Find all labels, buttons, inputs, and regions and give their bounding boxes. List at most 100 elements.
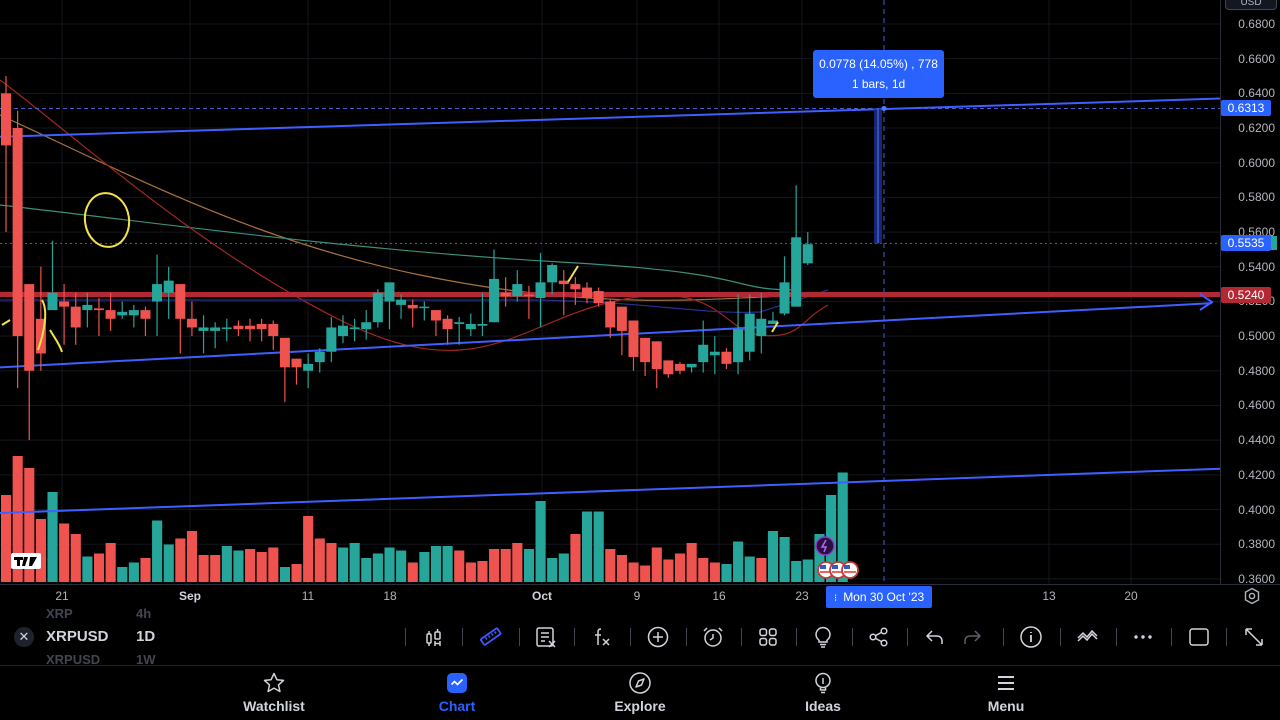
candle-body xyxy=(547,265,558,283)
volume-bar xyxy=(558,553,569,582)
ideas-bulb-icon[interactable] xyxy=(811,625,835,649)
chart-canvas[interactable]: 0.0778 (14.05%) , 778 1 bars, 1d xyxy=(0,0,1220,584)
flag-canton xyxy=(844,565,850,569)
time-axis[interactable]: ⁝ Mon 30 Oct '23 21 Sep 11 18 Oct 9 16 23 13 20 xyxy=(0,584,1280,610)
info-icon[interactable] xyxy=(1019,625,1043,649)
price-tick: 0.3800 xyxy=(1238,537,1275,552)
volume-bar xyxy=(337,547,349,582)
volume-bar xyxy=(500,549,511,582)
time-tick: Oct xyxy=(531,589,553,603)
price-tick: 0.4000 xyxy=(1238,502,1275,517)
fullscreen-box-icon[interactable] xyxy=(1187,625,1211,649)
volume-bar xyxy=(372,553,383,582)
candle-body xyxy=(82,304,93,311)
symbol-switcher[interactable]: XRP 4h ✕ XRPUSD 1D XRPUSD 1W xyxy=(0,606,400,667)
price-axis[interactable]: 0.6800 0.6600 0.6400 0.6200 0.6000 0.5800 0.56… xyxy=(1220,0,1280,586)
volume-bar xyxy=(82,556,93,582)
compare-icon[interactable] xyxy=(1076,625,1100,649)
drawing-stroke xyxy=(49,329,63,353)
symbol-name[interactable]: XRPUSD xyxy=(46,628,109,645)
measure-bars-text: 1 bars, 1d xyxy=(851,77,906,91)
toolbar-separator xyxy=(1226,628,1227,646)
candle-body xyxy=(1,93,11,146)
candle-body xyxy=(384,282,395,302)
candle-body xyxy=(419,306,430,309)
interval[interactable]: 1D xyxy=(136,628,156,645)
toolbar-separator xyxy=(462,628,463,646)
lightbulb-icon xyxy=(763,670,883,696)
crosshair-date: Mon 30 Oct '23 xyxy=(843,590,925,604)
nav-chart[interactable]: Chart xyxy=(397,670,517,714)
nav-ideas[interactable]: Ideas xyxy=(763,670,883,714)
next-symbol[interactable]: XRPUSD xyxy=(46,652,101,667)
redo-icon[interactable] xyxy=(960,625,984,649)
close-icon[interactable]: ✕ xyxy=(14,627,34,647)
candle-body xyxy=(291,358,302,368)
price-chart[interactable] xyxy=(0,0,1220,584)
add-icon[interactable] xyxy=(646,625,670,649)
ruler-icon[interactable] xyxy=(479,625,503,649)
volume-bar xyxy=(210,555,221,582)
drawing-circle xyxy=(83,192,131,248)
volume-bar xyxy=(245,549,256,582)
volume-bar xyxy=(396,550,407,582)
lightning-event-icon xyxy=(815,536,835,556)
candle-body xyxy=(303,363,314,371)
candle-body xyxy=(512,284,523,297)
candle-body xyxy=(523,294,534,297)
alarm-icon[interactable] xyxy=(701,625,725,649)
volume-bar xyxy=(674,553,686,582)
volume-bar xyxy=(221,546,232,582)
volume-bar xyxy=(570,534,581,582)
expand-icon[interactable] xyxy=(1242,625,1266,649)
prev-symbol[interactable]: XRP xyxy=(46,606,73,621)
candle-body xyxy=(268,323,279,337)
candle-body xyxy=(686,363,697,368)
volume-bar xyxy=(279,567,290,582)
candle-body xyxy=(791,237,802,307)
currency-selector[interactable]: USD xyxy=(1225,0,1277,10)
bottom-navigation: Watchlist Chart Explore Ideas Menu xyxy=(0,666,1280,720)
candle-body xyxy=(489,278,500,323)
layouts-icon[interactable] xyxy=(756,625,780,649)
volume-bar xyxy=(837,472,848,582)
indicators-templates-icon[interactable] xyxy=(422,625,446,649)
time-tick: 23 xyxy=(795,589,809,603)
remove-drawings-icon[interactable] xyxy=(534,625,558,649)
volume-bar xyxy=(512,543,523,582)
candle-body xyxy=(70,306,81,328)
prev-interval[interactable]: 4h xyxy=(136,606,152,621)
candle-body xyxy=(152,284,163,302)
price-tick: 0.6200 xyxy=(1238,121,1275,136)
nav-watchlist[interactable]: Watchlist xyxy=(214,670,334,714)
volume-bar xyxy=(477,561,488,582)
candle-body xyxy=(582,287,592,298)
volume-bar xyxy=(128,562,139,582)
toolbar-separator xyxy=(796,628,797,646)
nav-explore[interactable]: Explore xyxy=(580,670,700,714)
candle-body xyxy=(163,280,174,293)
more-icon[interactable] xyxy=(1131,625,1155,649)
candle-body xyxy=(140,310,151,319)
trendline xyxy=(0,302,1213,369)
candle-body xyxy=(535,282,546,298)
volume-bar xyxy=(186,531,198,582)
volume-bar xyxy=(663,559,674,582)
chart-toolbar: XRP 4h ✕ XRPUSD 1D XRPUSD 1W xyxy=(0,606,1280,667)
crosshair-date-tag: ⁝ Mon 30 Oct '23 xyxy=(826,586,932,608)
next-interval[interactable]: 1W xyxy=(136,652,156,667)
candle-body xyxy=(454,322,465,324)
candle-body xyxy=(593,291,604,304)
nav-menu[interactable]: Menu xyxy=(946,670,1066,714)
volume-bar xyxy=(384,547,395,582)
chart-settings-icon[interactable] xyxy=(1243,587,1261,605)
flag-canton xyxy=(832,565,838,569)
candle-body xyxy=(802,244,813,264)
candle-body xyxy=(721,351,732,364)
share-icon[interactable] xyxy=(867,625,891,649)
undo-icon[interactable] xyxy=(923,625,947,649)
volume-bar xyxy=(814,534,825,582)
moving-average-line xyxy=(0,289,829,313)
candle-body xyxy=(128,310,139,316)
function-icon[interactable] xyxy=(589,625,613,649)
